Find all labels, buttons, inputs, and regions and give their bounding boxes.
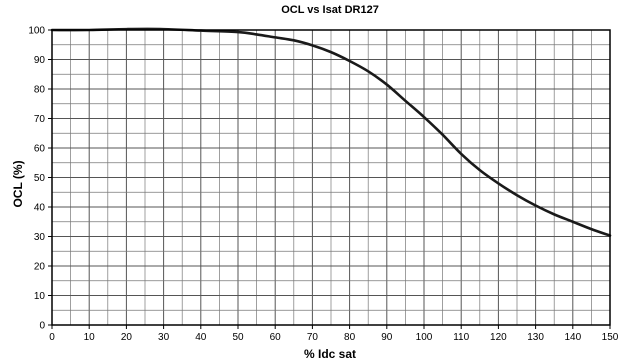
y-tick-label: 40 <box>34 203 46 214</box>
x-tick-label: 140 <box>564 332 581 343</box>
x-tick-label: 50 <box>232 332 244 343</box>
chart-title: OCL vs Isat DR127 <box>281 4 379 16</box>
x-tick-label: 0 <box>49 332 55 343</box>
x-tick-label: 90 <box>381 332 393 343</box>
y-tick-label: 80 <box>34 85 46 96</box>
x-tick-label: 30 <box>158 332 170 343</box>
x-tick-label: 60 <box>270 332 282 343</box>
x-tick-label: 20 <box>121 332 133 343</box>
grid <box>51 29 611 326</box>
y-tick-label: 90 <box>34 55 46 66</box>
x-tick-label: 130 <box>527 332 544 343</box>
y-tick-label: 50 <box>34 173 46 184</box>
y-tick-label: 0 <box>39 321 45 332</box>
y-tick-label: 10 <box>34 291 46 302</box>
y-tick-label: 20 <box>34 262 46 273</box>
x-tick-label: 10 <box>84 332 96 343</box>
x-tick-label: 40 <box>195 332 207 343</box>
x-tick-label: 150 <box>602 332 619 343</box>
tick-labels: 0 10 20 30 40 50 60 70 80 90 100 110 120 130 140 150 0 10… <box>28 26 618 344</box>
x-tick-label: 100 <box>416 332 433 343</box>
y-axis-title: OCL (%) <box>11 160 25 207</box>
plot-area-frame <box>51 29 611 326</box>
y-tick-label: 70 <box>34 114 46 125</box>
x-tick-label: 110 <box>453 332 469 343</box>
y-tick-label: 60 <box>34 144 46 155</box>
x-tick-label: 70 <box>307 332 319 343</box>
x-axis-title: % Idc sat <box>304 347 356 361</box>
y-tick-label: 100 <box>28 26 45 37</box>
x-tick-label: 120 <box>490 332 507 343</box>
y-tick-label: 30 <box>34 232 46 243</box>
x-tick-label: 80 <box>344 332 356 343</box>
